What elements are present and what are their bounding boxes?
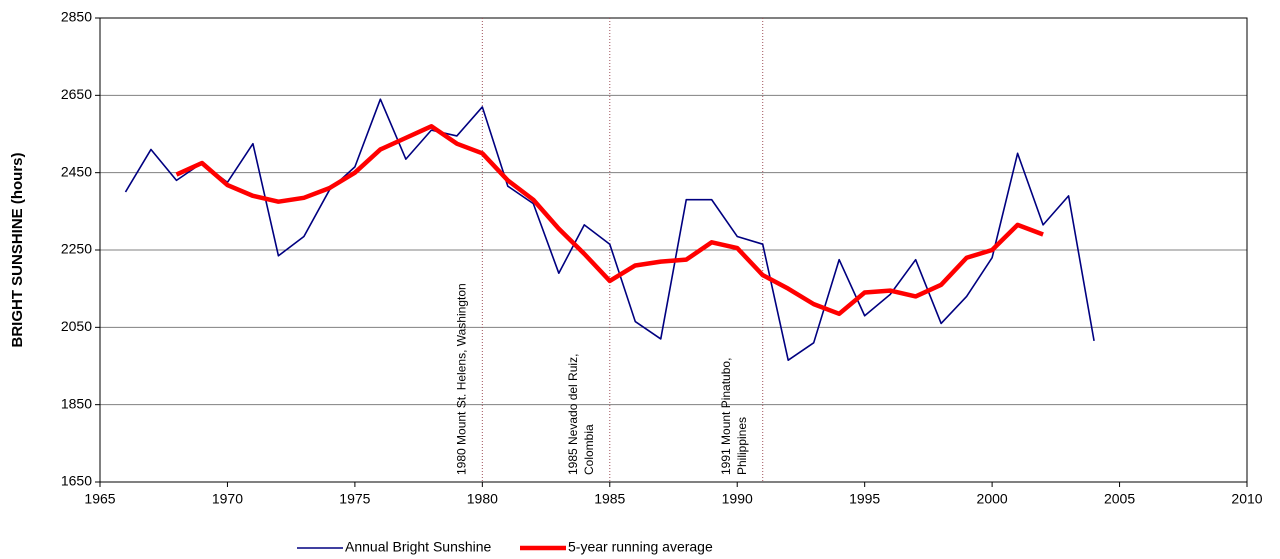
x-tick-label: 1975 bbox=[339, 491, 370, 507]
series-line bbox=[124, 98, 1095, 361]
y-tick-label: 2650 bbox=[61, 86, 92, 102]
legend-label: Annual Bright Sunshine bbox=[345, 539, 492, 555]
y-tick-label: 1850 bbox=[61, 395, 92, 411]
x-tick-label: 1965 bbox=[84, 491, 115, 507]
y-axis-label: BRIGHT SUNSHINE (hours) bbox=[9, 152, 26, 347]
annotation-text: 1980 Mount St. Helens, Washington bbox=[455, 283, 469, 475]
y-tick-label: 2850 bbox=[61, 9, 92, 25]
annotation-text: Colombia bbox=[582, 424, 596, 475]
x-tick-label: 1995 bbox=[849, 491, 880, 507]
x-tick-label: 2000 bbox=[977, 491, 1008, 507]
y-tick-label: 1650 bbox=[61, 473, 92, 489]
x-tick-label: 2005 bbox=[1104, 491, 1135, 507]
x-tick-label: 1970 bbox=[212, 491, 243, 507]
annotation-text: Philippines bbox=[735, 417, 749, 475]
y-tick-label: 2450 bbox=[61, 163, 92, 179]
x-tick-label: 1985 bbox=[594, 491, 625, 507]
legend-label: 5-year running average bbox=[568, 539, 713, 555]
x-tick-label: 1980 bbox=[467, 491, 498, 507]
x-tick-label: 1990 bbox=[722, 491, 753, 507]
y-tick-label: 2050 bbox=[61, 318, 92, 334]
x-tick-label: 2010 bbox=[1231, 491, 1262, 507]
y-tick-label: 2250 bbox=[61, 241, 92, 257]
plot-frame bbox=[99, 17, 1248, 483]
annotation-text: 1985 Nevado del Ruiz, bbox=[566, 354, 580, 475]
annotation-text: 1991 Mount Pinatubo, bbox=[719, 358, 733, 475]
series-line bbox=[175, 124, 1044, 317]
